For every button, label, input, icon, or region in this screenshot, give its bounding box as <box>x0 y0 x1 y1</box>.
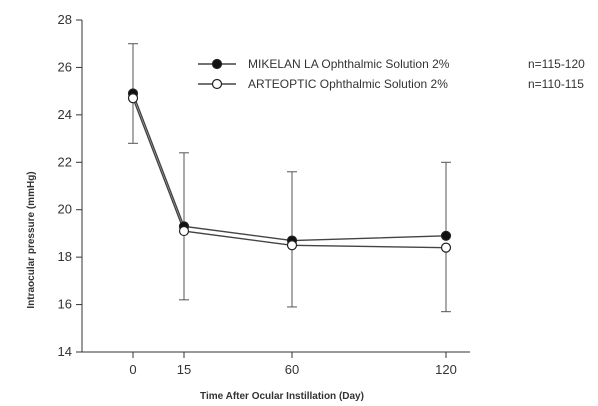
y-tick-label: 26 <box>58 59 72 74</box>
data-point-open <box>286 240 298 251</box>
y-axis-label: Intraocular pressure (mmHg) <box>26 171 37 308</box>
series-markers <box>127 88 452 253</box>
y-tick-label: 28 <box>58 12 72 27</box>
axes: 14 16 18 20 22 24 26 28 0 15 60 120 <box>58 12 470 377</box>
data-point-open <box>127 93 139 104</box>
series-line <box>132 93 447 242</box>
y-tick-label: 16 <box>58 297 72 312</box>
legend-entry-label: ARTEOPTIC Ophthalmic Solution 2% <box>248 77 448 91</box>
legend-marker-filled <box>211 58 223 70</box>
x-tick-label: 0 <box>129 362 136 377</box>
x-tick-label: 60 <box>285 362 299 377</box>
y-tick-label: 24 <box>58 107 72 122</box>
legend-entry-label: MIKELAN LA Ophthalmic Solution 2% <box>248 57 450 71</box>
series-line <box>132 98 447 249</box>
series-lines <box>132 93 447 249</box>
data-point-open <box>440 242 452 253</box>
x-axis-label: Time After Ocular Instillation (Day) <box>200 391 364 402</box>
error-bars <box>128 43 451 313</box>
y-tick-label: 22 <box>58 154 72 169</box>
x-tick-label: 120 <box>435 362 457 377</box>
y-tick-label: 18 <box>58 249 72 264</box>
x-tick-label: 15 <box>177 362 191 377</box>
legend-marker-open <box>211 78 223 90</box>
legend-n-label: n=110-115 <box>528 77 584 91</box>
legend-n-label: n=115-120 <box>528 57 585 71</box>
legend: MIKELAN LA Ophthalmic Solution 2% n=115-1… <box>198 57 585 91</box>
data-point-filled <box>440 230 452 241</box>
y-tick-label: 14 <box>58 344 72 359</box>
y-tick-label: 20 <box>58 202 72 217</box>
data-point-open <box>178 225 190 237</box>
